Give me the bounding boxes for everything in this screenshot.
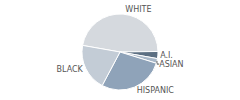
svg-text:WHITE: WHITE (125, 5, 151, 14)
svg-text:HISPANIC: HISPANIC (137, 86, 175, 95)
svg-text:A.I.: A.I. (160, 51, 173, 60)
svg-text:ASIAN: ASIAN (159, 60, 183, 69)
svg-text:BLACK: BLACK (57, 65, 84, 74)
